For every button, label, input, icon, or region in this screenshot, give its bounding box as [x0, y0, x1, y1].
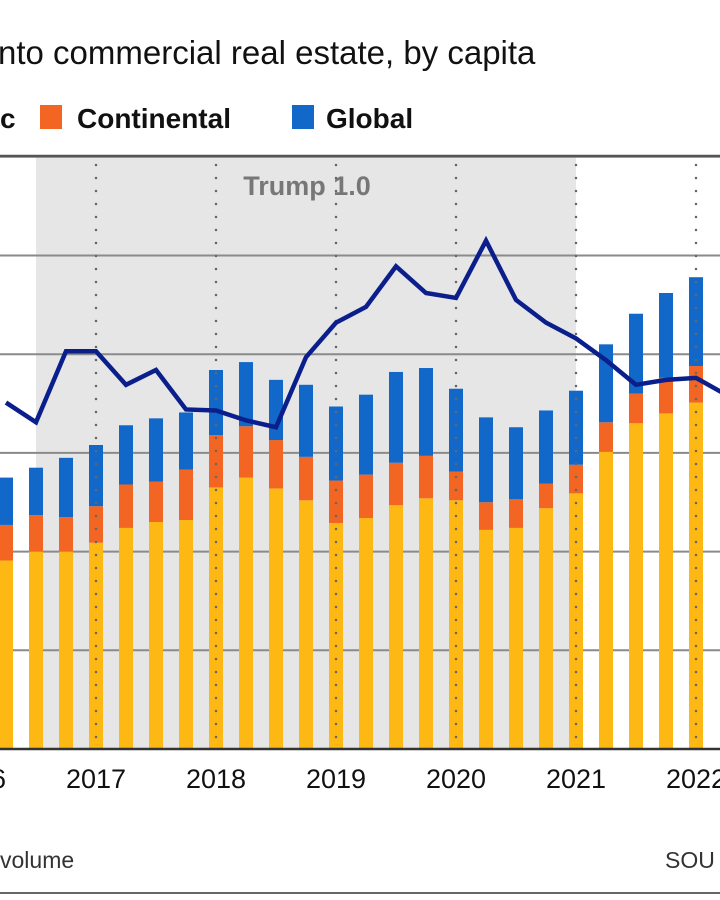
bar-segment-c — [359, 518, 373, 749]
bar-segment-continental — [509, 499, 523, 528]
bar-segment-c — [389, 505, 403, 749]
bar-segment-continental — [659, 377, 673, 414]
bar-segment-c — [0, 560, 13, 749]
bar-segment-continental — [29, 515, 43, 552]
legend-swatch-continental — [40, 105, 62, 129]
bars — [0, 277, 703, 749]
bar-segment-continental — [539, 483, 553, 509]
bar-segment-c — [209, 487, 223, 749]
bar-segment-c — [59, 551, 73, 749]
bar-segment-global — [419, 368, 433, 456]
bar-segment-continental — [299, 456, 313, 501]
bar-segment-global — [119, 425, 133, 485]
bar-segment-global — [149, 418, 163, 482]
legend-swatch-global — [292, 105, 314, 129]
bar-segment-continental — [149, 481, 163, 522]
bar-segment-c — [29, 551, 43, 749]
bar-segment-global — [269, 379, 283, 441]
bar-segment-continental — [119, 484, 133, 528]
bar-segment-c — [599, 451, 613, 749]
x-tick-label: 2017 — [66, 764, 126, 794]
x-tick-labels: 2016 2017 2018 2019 2020 2021 2022 — [0, 764, 720, 794]
bar-segment-global — [569, 390, 583, 465]
bar-segment-global — [329, 406, 343, 481]
bar-segment-c — [119, 527, 133, 749]
bar-segment-continental — [689, 366, 703, 403]
bar-segment-continental — [179, 469, 193, 521]
x-tick-label: 2020 — [426, 764, 486, 794]
bar-segment-c — [239, 477, 253, 749]
x-tick-label: 2019 — [306, 764, 366, 794]
bar-segment-continental — [599, 422, 613, 452]
bar-segment-global — [389, 371, 403, 463]
x-tick-label: 2021 — [546, 764, 606, 794]
bar-segment-global — [89, 445, 103, 507]
bar-segment-global — [179, 412, 193, 470]
bar-segment-c — [269, 488, 283, 749]
bar-segment-continental — [269, 440, 283, 489]
bar-segment-global — [359, 394, 373, 475]
bar-segment-continental — [449, 471, 463, 501]
bar-segment-continental — [629, 393, 643, 424]
bar-segment-continental — [239, 426, 253, 478]
footer-note: volume — [0, 847, 74, 873]
bar-segment-global — [0, 477, 13, 525]
bar-segment-c — [509, 527, 523, 749]
bar-segment-global — [659, 293, 673, 378]
bar-segment-c — [689, 402, 703, 749]
bar-segment-continental — [389, 462, 403, 506]
bar-segment-global — [509, 427, 523, 500]
bar-segment-global — [629, 313, 643, 394]
bar-segment-c — [179, 520, 193, 749]
legend-label-domestic: c — [0, 103, 16, 134]
bar-segment-continental — [0, 524, 13, 561]
bar-segment-global — [479, 417, 493, 503]
bar-segment-continental — [209, 435, 223, 488]
legend-label-continental: Continental — [77, 103, 231, 134]
bar-segment-global — [209, 369, 223, 436]
bar-segment-continental — [359, 474, 373, 519]
bar-segment-continental — [479, 502, 493, 530]
bar-segment-c — [299, 500, 313, 749]
x-tick-label: 2016 — [0, 764, 6, 794]
bar-segment-global — [239, 362, 253, 427]
bar-segment-continental — [89, 506, 103, 543]
bar-segment-c — [659, 413, 673, 749]
bar-segment-global — [59, 457, 73, 518]
bar-segment-c — [449, 500, 463, 749]
legend-label-global: Global — [326, 103, 413, 134]
x-tick-label: 2022 — [666, 764, 720, 794]
footer-source: SOU — [665, 847, 715, 873]
bar-segment-c — [149, 521, 163, 749]
bar-segment-c — [419, 498, 433, 749]
bar-segment-continental — [419, 455, 433, 499]
bar-segment-c — [329, 522, 343, 749]
bar-segment-global — [29, 467, 43, 516]
bar-segment-continental — [569, 464, 583, 494]
bar-segment-global — [449, 388, 463, 472]
bar-segment-c — [479, 529, 493, 749]
bar-segment-c — [539, 508, 553, 749]
bar-segment-global — [299, 384, 313, 457]
shaded-region-label: Trump 1.0 — [243, 171, 371, 201]
x-tick-label: 2018 — [186, 764, 246, 794]
bar-segment-continental — [59, 517, 73, 552]
series-line — [4, 235, 720, 430]
chart-title: nto commercial real estate, by capita — [0, 34, 536, 71]
legend: c Continental Global — [0, 103, 413, 134]
bar-segment-c — [629, 423, 643, 749]
bar-segment-global — [539, 410, 553, 484]
